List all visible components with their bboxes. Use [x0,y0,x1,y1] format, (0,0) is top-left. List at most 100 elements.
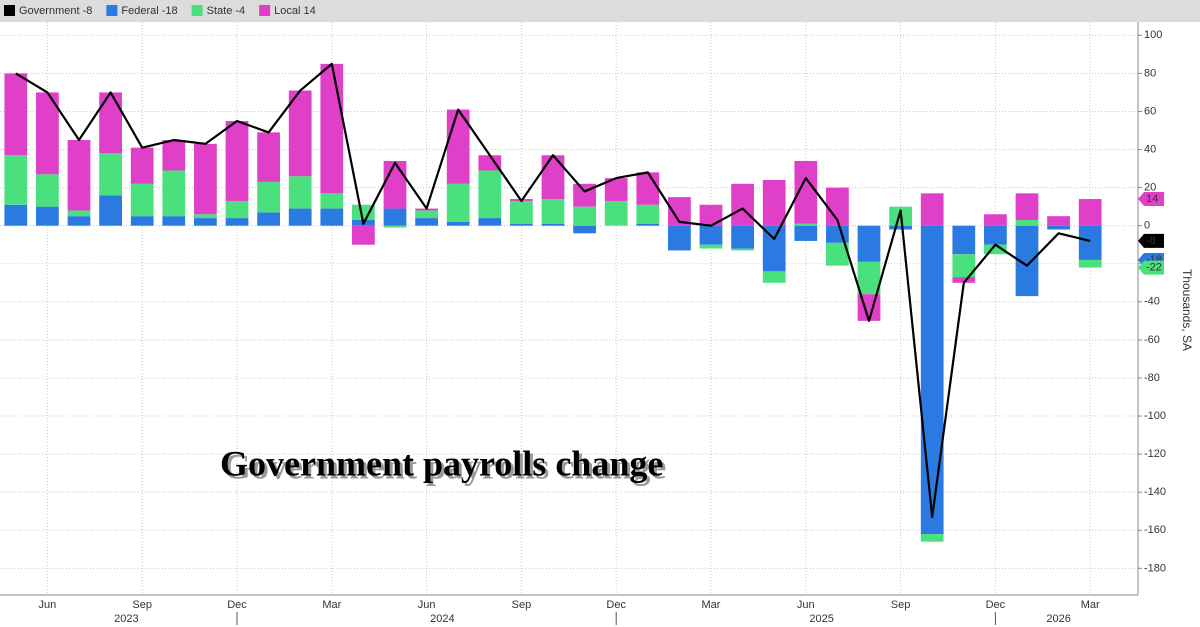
bar-segment [794,225,818,241]
end-label: -8 [1138,233,1164,248]
bar-segment [320,63,344,194]
bar-segment [541,223,565,226]
bar-segment [984,244,1007,255]
bar-segment [699,204,723,226]
bar-segment [130,216,154,226]
bar-segment [352,204,375,220]
bar-segment [541,199,565,224]
bar-segment [320,208,344,226]
bar-segment [604,178,628,201]
bar-segment [478,170,502,219]
x-tick-label: Dec [986,599,1006,611]
end-label-tag [1138,260,1164,275]
bar-segment [731,225,754,249]
bar-segment [446,221,470,226]
bar-segment [99,92,122,154]
y-tick-label: -120 [1144,448,1166,460]
bar-segment [415,210,438,219]
bar-segment [383,208,407,226]
bar-segment [826,242,849,266]
legend-label: Federal -18 [121,5,177,17]
bar-segment [1047,216,1070,226]
legend-label: State -4 [207,5,246,17]
bar-segment [984,214,1007,226]
bar-segment [510,200,533,224]
y-tick-label: -180 [1144,562,1166,574]
title-shadow: Government payrolls change [223,446,666,486]
bar-segment [1015,219,1039,226]
end-label-text: -22 [1146,261,1162,273]
bar-segment [762,180,786,226]
bar-segment [225,120,249,201]
bar-segment [99,153,122,196]
bar-segment [1015,193,1039,220]
bar-segment [699,244,723,249]
bar-segment [952,277,976,283]
bar-segment [99,195,122,226]
bar-segment [1078,199,1102,226]
bar-segment [36,174,59,207]
bar-segment [162,170,186,217]
bar-segment [920,534,944,542]
bar-segment [920,193,944,226]
legend-swatch [4,5,15,16]
bar-segment [194,214,217,219]
bar-segment [857,225,881,262]
y-tick-label: -60 [1144,334,1160,346]
y-tick-label: 100 [1144,29,1162,41]
legend-label: Local 14 [274,5,316,17]
year-label: 2023 [114,613,138,625]
bar-segment [130,183,154,217]
y-tick-label: 80 [1144,67,1156,79]
bar-segment [636,204,660,224]
y-tick-label: 20 [1144,182,1156,194]
line-series [15,62,1091,519]
legend-swatch [106,5,118,16]
bar-segment [794,160,818,224]
bar-segment [478,218,502,226]
bar-segment [130,147,154,184]
bar-segment [225,200,249,219]
x-tick-label: Mar [322,599,341,611]
bar-segment [225,218,249,226]
bar-segment [415,218,438,226]
bar-segment [446,183,470,222]
bar-segment [288,176,312,209]
bar-segment [731,183,754,226]
bar-segment [162,140,186,171]
bar-segment [383,225,407,228]
legend-label: Government -8 [19,5,92,17]
bar-segment [288,208,312,226]
x-tick-label: Jun [39,599,57,611]
bar-segment [573,206,596,226]
bar-segment [352,225,375,245]
y-tick-label: -40 [1144,296,1160,308]
bar-segment [257,132,280,182]
bar-segment [67,210,91,217]
year-label: 2026 [1046,613,1070,625]
bar-segment [668,225,691,251]
y-tick-label: -160 [1144,524,1166,536]
bar-segment [699,225,723,245]
bar-segment [857,261,881,295]
bar-segment [67,216,91,226]
bar-segment [67,140,91,211]
y-tick-label: -140 [1144,486,1166,498]
bar-segment [478,155,502,171]
end-label-text: 14 [1146,193,1158,205]
bar-segment [257,181,280,213]
year-label: 2024 [430,613,454,625]
x-tick-label: Dec [606,599,626,611]
bar-segment [257,212,280,226]
y-tick-label: 40 [1144,143,1156,155]
legend-swatch [191,5,203,16]
labels: 100806040200-20-40-60-80-100-120-140-160… [39,29,1166,625]
end-label: 14 [1138,192,1164,207]
bar-segment [889,225,912,230]
x-tick-label: Jun [797,599,815,611]
bar-segment [826,187,849,226]
bar-segment [1078,259,1102,268]
chart-title: Government payrolls change [220,443,663,483]
